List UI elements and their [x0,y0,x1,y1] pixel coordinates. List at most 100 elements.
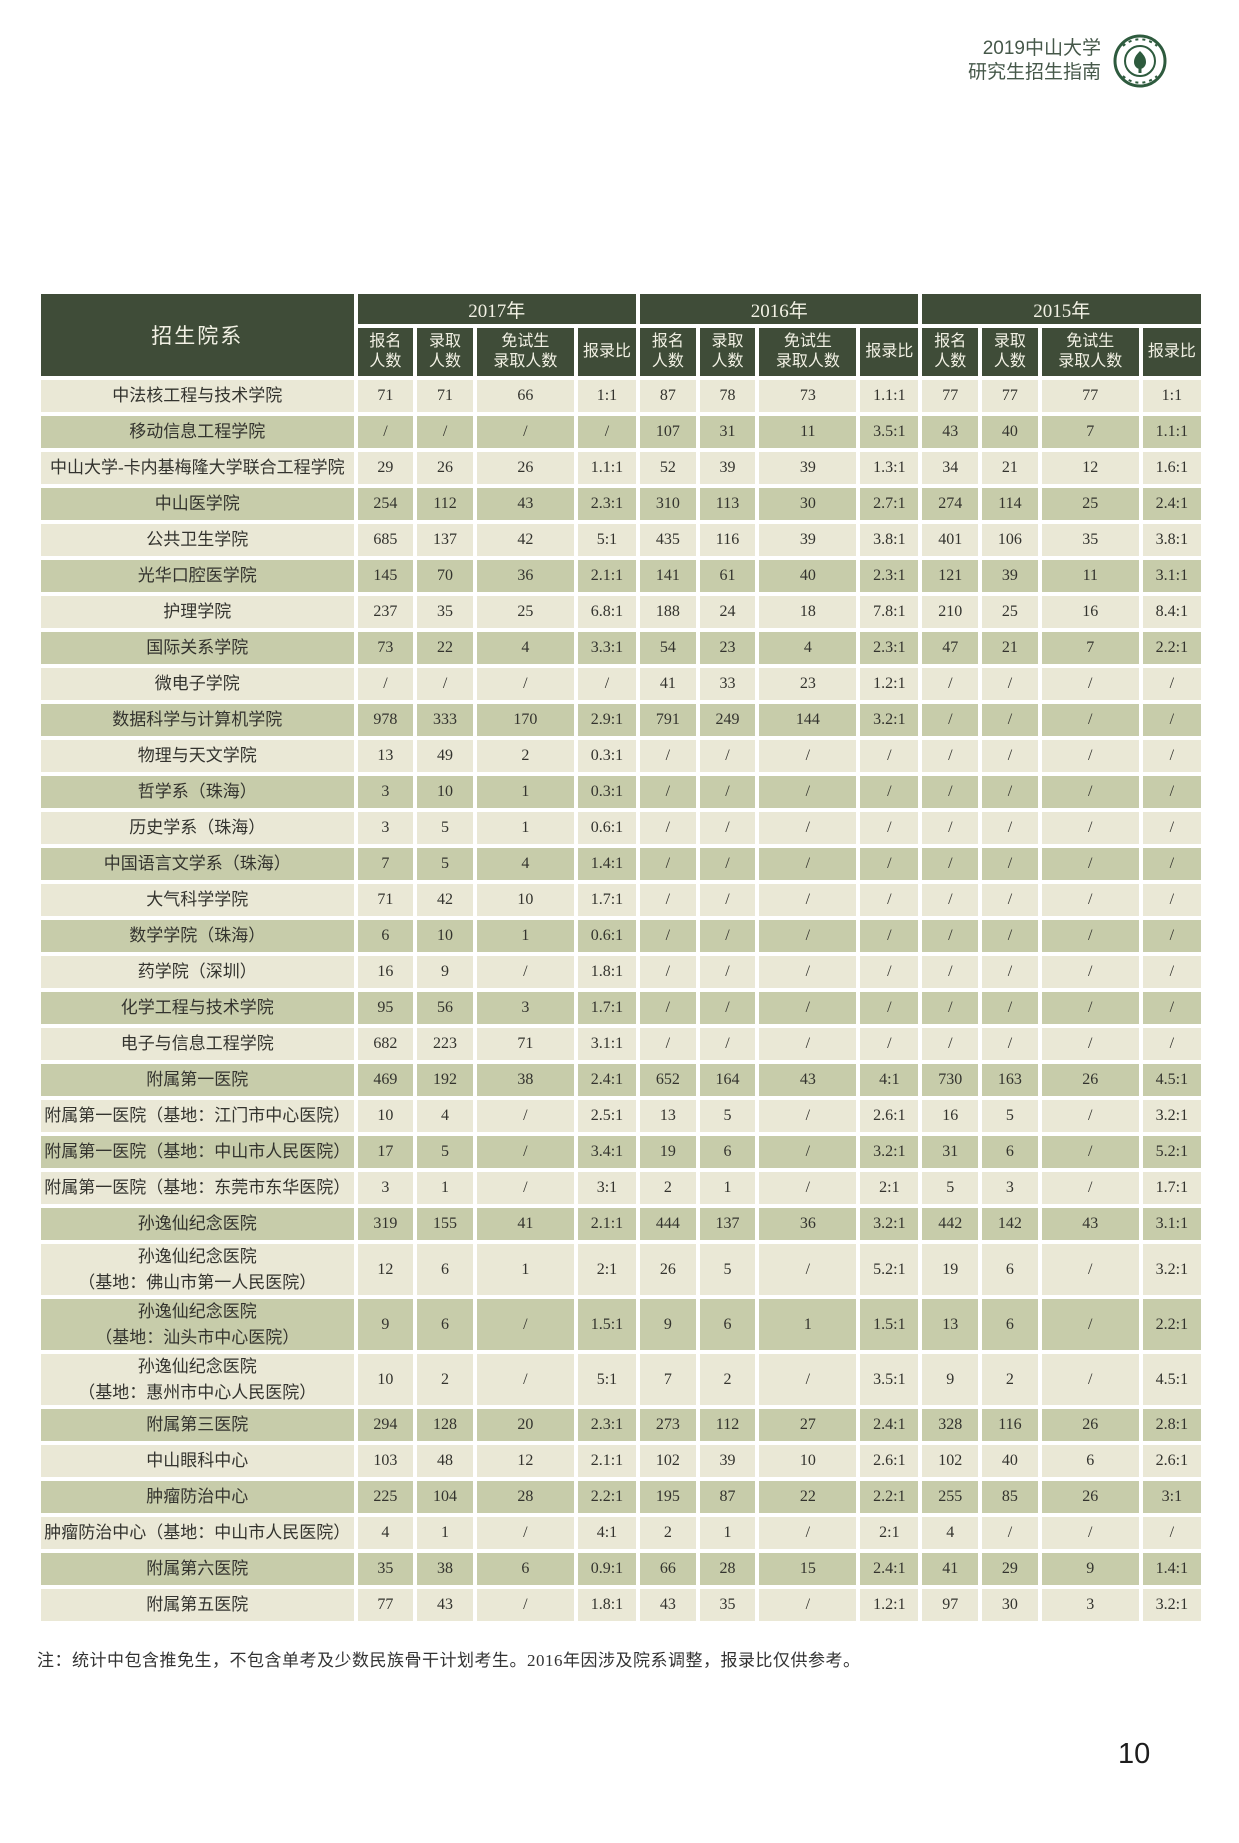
value-cell: 6 [417,1244,473,1295]
value-cell: 1.2:1 [860,668,919,700]
value-cell: 29 [357,452,414,484]
value-cell: / [1041,740,1139,772]
value-cell: 1:1 [577,380,637,412]
sub-header-1-2: 免试生 录取人数 [759,328,857,376]
sub-header-0-2: 免试生 录取人数 [476,328,574,376]
value-cell: 1 [417,1517,473,1549]
value-cell: / [759,740,857,772]
value-cell: / [1041,956,1139,988]
value-cell: 3.2:1 [860,1136,919,1168]
value-cell: 7 [1041,632,1139,664]
value-cell: / [1142,668,1201,700]
value-cell: / [759,1517,857,1549]
value-cell: 6 [699,1136,756,1168]
table-row: 附属第一医院（基地：中山市人民医院） 17 5/3.4:1 19 6/3.2:1 31 6/… [41,1136,1201,1168]
value-cell: 137 [699,1208,756,1240]
value-cell: 2 [476,740,574,772]
value-cell: / [699,812,756,844]
value-cell: 5:1 [577,524,637,556]
value-cell: 2.2:1 [860,1481,919,1513]
sub-header-0-1: 录取 人数 [417,328,473,376]
value-cell: 95 [357,992,414,1024]
value-cell: 3.2:1 [1142,1589,1201,1621]
value-cell: 43 [922,416,979,448]
value-cell: 23 [699,632,756,664]
value-cell: 254 [357,488,414,520]
value-cell: 40 [982,416,1038,448]
value-cell: 6 [982,1244,1038,1295]
value-cell: 255 [922,1481,979,1513]
value-cell: 30 [759,488,857,520]
value-cell: 7.8:1 [860,596,919,628]
value-cell: / [699,884,756,916]
value-cell: 192 [417,1064,473,1096]
value-cell: 31 [699,416,756,448]
value-cell: / [759,920,857,952]
value-cell: 35 [699,1589,756,1621]
value-cell: 3.1:1 [1142,1208,1201,1240]
value-cell: 71 [417,380,473,412]
value-cell: 2.3:1 [860,632,919,664]
value-cell: / [759,1028,857,1060]
value-cell: 1.8:1 [577,1589,637,1621]
value-cell: / [640,956,696,988]
value-cell: 9 [357,1299,414,1350]
value-cell: 2.4:1 [860,1553,919,1585]
value-cell: 39 [759,524,857,556]
corner-header-cell: 招生院系 [41,294,354,376]
institution-cell: 数据科学与计算机学院 [41,704,354,736]
sub-header-2-2: 免试生 录取人数 [1041,328,1139,376]
value-cell: 54 [640,632,696,664]
sub-header-1-3: 报录比 [860,328,919,376]
value-cell: 682 [357,1028,414,1060]
value-cell: 9 [922,1354,979,1405]
value-cell: 39 [699,1445,756,1477]
value-cell: 978 [357,704,414,736]
value-cell: 3.1:1 [1142,560,1201,592]
value-cell: 6 [1041,1445,1139,1477]
value-cell: 9 [640,1299,696,1350]
institution-cell: 附属第五医院 [41,1589,354,1621]
institution-cell: 移动信息工程学院 [41,416,354,448]
value-cell: / [699,848,756,880]
value-cell: 85 [982,1481,1038,1513]
value-cell: 26 [1041,1064,1139,1096]
value-cell: 6 [699,1299,756,1350]
value-cell: 4 [759,632,857,664]
value-cell: / [1041,920,1139,952]
value-cell: 26 [476,452,574,484]
value-cell: / [1142,1028,1201,1060]
institution-cell: 孙逸仙纪念医院 （基地：汕头市中心医院） [41,1299,354,1350]
value-cell: 0.6:1 [577,920,637,952]
value-cell: / [860,884,919,916]
value-cell: 2.3:1 [577,1409,637,1441]
value-cell: 41 [922,1553,979,1585]
value-cell: 10 [417,920,473,952]
value-cell: / [860,956,919,988]
table-row: 数据科学与计算机学院 978 333 170 2.9:1 791 249 144 3.2:1//… [41,704,1201,736]
table-row: 孙逸仙纪念医院 （基地：佛山市第一人民医院） 12 6 1 2:1 26 5/5.2:1 19… [41,1244,1201,1295]
value-cell: / [922,776,979,808]
value-cell: / [640,920,696,952]
value-cell: / [860,920,919,952]
value-cell: / [759,776,857,808]
value-cell: 469 [357,1064,414,1096]
institution-cell: 中法核工程与技术学院 [41,380,354,412]
table-row: 孙逸仙纪念医院 （基地：惠州市中心人民医院） 10 2/5:1 7 2/3.5:1 9 2/… [41,1354,1201,1405]
value-cell: 36 [476,560,574,592]
value-cell: 3.5:1 [860,416,919,448]
table-row: 孙逸仙纪念医院 （基地：汕头市中心医院） 9 6/1.5:1 9 6 1 1.5:1 13 6/… [41,1299,1201,1350]
page-number: 10 [1118,1738,1151,1770]
value-cell: 210 [922,596,979,628]
value-cell: 310 [640,488,696,520]
value-cell: / [860,740,919,772]
value-cell: 1.7:1 [1142,1172,1201,1204]
value-cell: 10 [357,1354,414,1405]
value-cell: 102 [922,1445,979,1477]
value-cell: 35 [357,1553,414,1585]
year-header-row: 招生院系 2017年 2016年 2015年 [41,294,1201,376]
value-cell: 1.1:1 [577,452,637,484]
running-head-line2: 研究生招生指南 [967,62,1101,83]
table-row: 肿瘤防治中心（基地：中山市人民医院） 4 1/4:1 2 1/2:1 4// / [41,1517,1201,1549]
value-cell: 1.1:1 [1142,416,1201,448]
